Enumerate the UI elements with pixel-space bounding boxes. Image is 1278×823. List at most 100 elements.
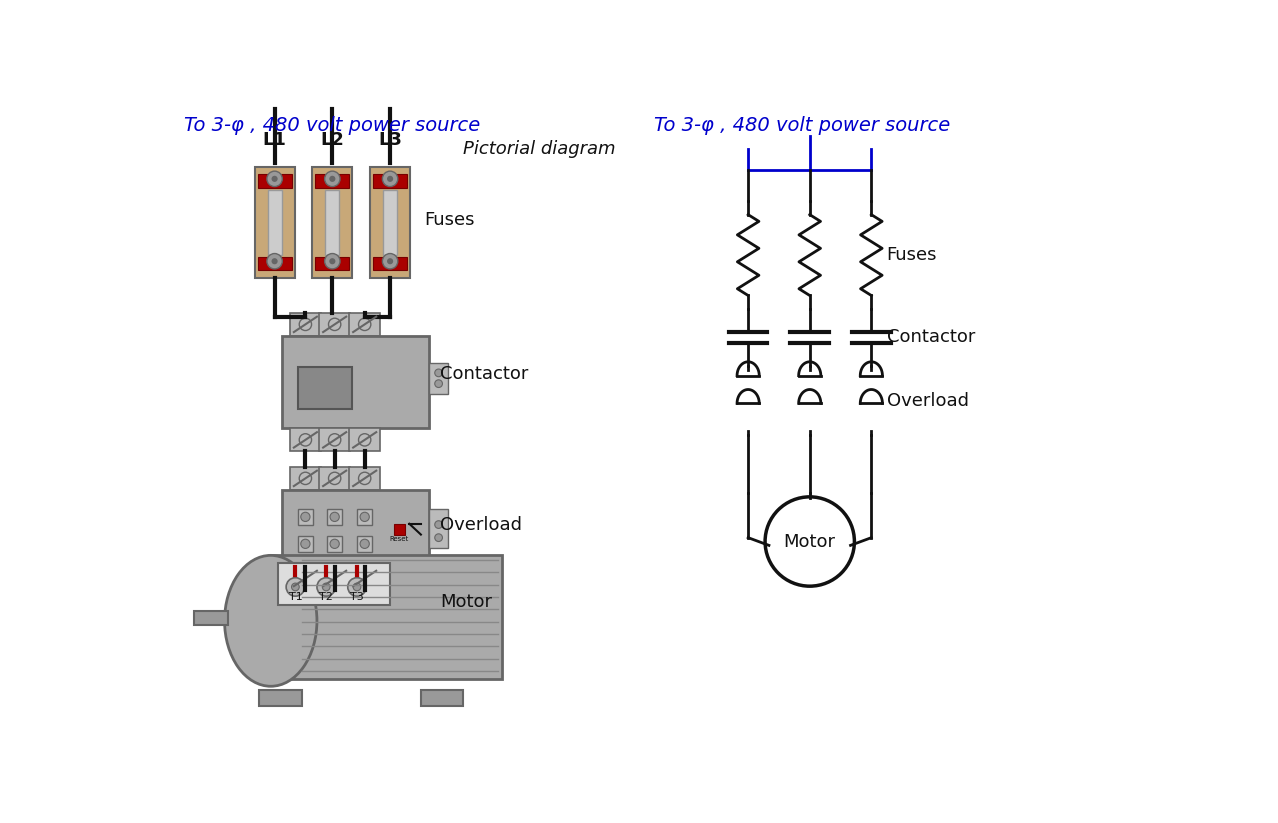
Bar — [258, 257, 291, 271]
Bar — [320, 428, 350, 452]
Bar — [298, 536, 313, 551]
Text: T3: T3 — [350, 592, 364, 602]
Circle shape — [325, 171, 340, 187]
Circle shape — [300, 539, 311, 548]
Circle shape — [328, 572, 341, 584]
Bar — [420, 690, 463, 705]
Bar — [298, 509, 313, 524]
Circle shape — [299, 472, 312, 485]
Circle shape — [330, 512, 339, 522]
Bar — [282, 490, 428, 567]
Bar — [373, 174, 406, 188]
Circle shape — [328, 472, 341, 485]
Bar — [316, 174, 349, 188]
Bar — [271, 556, 502, 679]
Circle shape — [271, 258, 277, 264]
Bar — [327, 536, 343, 551]
Bar — [320, 313, 350, 336]
Circle shape — [330, 258, 335, 264]
Bar — [349, 467, 380, 490]
Text: Contactor: Contactor — [887, 328, 975, 346]
Circle shape — [435, 521, 442, 528]
Circle shape — [299, 572, 312, 584]
Circle shape — [360, 539, 369, 548]
Circle shape — [291, 583, 299, 591]
Text: L1: L1 — [263, 131, 286, 149]
Circle shape — [359, 572, 371, 584]
Bar — [290, 467, 321, 490]
Text: To 3-φ , 480 volt power source: To 3-φ , 480 volt power source — [184, 117, 481, 136]
Text: Reset: Reset — [390, 536, 409, 542]
Text: T2: T2 — [320, 592, 334, 602]
Circle shape — [328, 319, 341, 331]
Circle shape — [299, 434, 312, 446]
Bar — [290, 428, 321, 452]
Circle shape — [328, 434, 341, 446]
Bar — [349, 428, 380, 452]
Bar — [349, 313, 380, 336]
Bar — [290, 567, 321, 590]
Circle shape — [325, 253, 340, 269]
Text: Contactor: Contactor — [440, 365, 529, 384]
Circle shape — [359, 319, 371, 331]
Text: Overload: Overload — [440, 515, 523, 533]
Bar — [371, 166, 410, 278]
Bar — [394, 523, 405, 535]
Circle shape — [382, 171, 397, 187]
Text: Motor: Motor — [783, 532, 836, 551]
Circle shape — [360, 512, 369, 522]
Circle shape — [286, 578, 304, 596]
Bar — [320, 467, 350, 490]
Bar — [327, 509, 343, 524]
Ellipse shape — [225, 556, 317, 686]
Text: Overload: Overload — [887, 392, 969, 410]
Circle shape — [330, 176, 335, 182]
Circle shape — [322, 583, 330, 591]
Bar — [282, 336, 428, 428]
Circle shape — [348, 578, 367, 596]
Text: T1: T1 — [289, 592, 303, 602]
Circle shape — [359, 434, 371, 446]
Bar — [259, 690, 302, 705]
Circle shape — [330, 539, 339, 548]
Bar — [316, 257, 349, 271]
Bar — [383, 189, 397, 255]
Bar — [290, 313, 321, 336]
Bar — [312, 166, 353, 278]
Bar — [373, 257, 406, 271]
Bar — [320, 567, 350, 590]
Circle shape — [387, 176, 394, 182]
Bar — [254, 166, 295, 278]
Bar — [194, 611, 229, 625]
Text: L3: L3 — [378, 131, 403, 149]
Circle shape — [271, 176, 277, 182]
Circle shape — [353, 583, 360, 591]
Circle shape — [435, 534, 442, 542]
Circle shape — [435, 369, 442, 377]
Bar — [428, 509, 447, 547]
Text: Fuses: Fuses — [887, 246, 937, 264]
Circle shape — [299, 319, 312, 331]
Circle shape — [300, 512, 311, 522]
Bar — [258, 174, 291, 188]
Text: L2: L2 — [321, 131, 344, 149]
Text: Fuses: Fuses — [424, 212, 475, 230]
Bar — [357, 509, 372, 524]
Circle shape — [317, 578, 335, 596]
Circle shape — [766, 497, 855, 586]
Bar — [279, 563, 390, 606]
Bar — [326, 189, 339, 255]
Bar — [428, 363, 447, 393]
Circle shape — [387, 258, 394, 264]
Bar — [349, 567, 380, 590]
Circle shape — [435, 379, 442, 388]
Circle shape — [267, 253, 282, 269]
Text: Pictorial diagram: Pictorial diagram — [463, 140, 616, 157]
Text: Motor: Motor — [440, 593, 492, 611]
Text: To 3-φ , 480 volt power source: To 3-φ , 480 volt power source — [654, 117, 950, 136]
Circle shape — [382, 253, 397, 269]
Circle shape — [267, 171, 282, 187]
Bar — [267, 189, 281, 255]
Circle shape — [359, 472, 371, 485]
Bar — [298, 367, 351, 409]
